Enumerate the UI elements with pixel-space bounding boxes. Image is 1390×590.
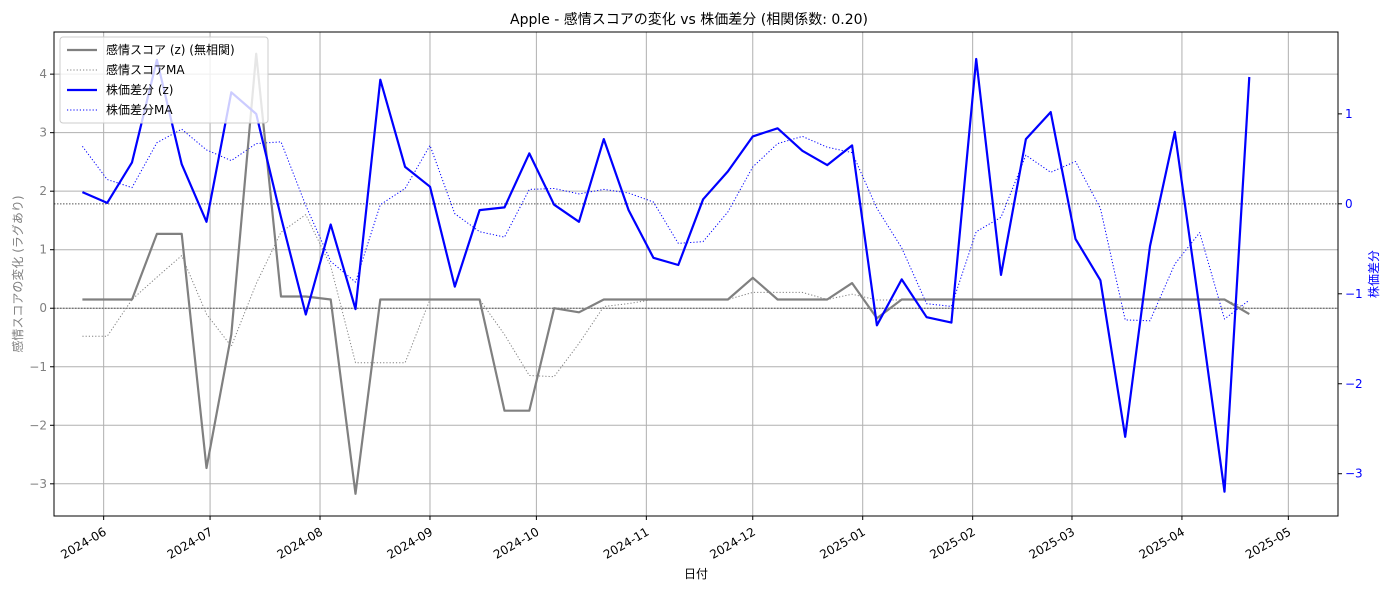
legend-label: 株価差分 (z) xyxy=(106,82,173,97)
grid xyxy=(54,32,1338,516)
left-axis-title: 感情スコアの変化 (ラグあり) xyxy=(10,195,25,352)
right-tick-label: −3 xyxy=(1345,467,1363,481)
left-tick-label: 3 xyxy=(39,126,47,140)
right-tick-label: −2 xyxy=(1345,377,1363,391)
left-tick-label: 0 xyxy=(39,301,47,315)
x-axis-title: 日付 xyxy=(684,567,708,581)
plot-frame xyxy=(53,31,1339,517)
left-tick-label: −1 xyxy=(29,360,47,374)
reference-lines xyxy=(54,203,1338,309)
left-tick-label: −3 xyxy=(29,477,47,491)
right-tick-label: 0 xyxy=(1345,197,1353,211)
right-axis-title: 株価差分 xyxy=(1366,250,1381,298)
series-line xyxy=(81,128,1250,322)
legend-label: 感情スコア (z) (無相関) xyxy=(106,42,235,57)
legend-label: 株価差分MA xyxy=(106,102,173,117)
series-layer xyxy=(81,52,1251,495)
left-tick-label: −2 xyxy=(29,418,47,432)
series-line xyxy=(82,52,1250,495)
left-y-axis: −3 −2 −1 0 1 2 3 4 xyxy=(29,67,54,491)
left-tick-label: 4 xyxy=(39,67,47,81)
legend-label: 感情スコアMA xyxy=(106,62,185,77)
right-tick-label: 1 xyxy=(1345,107,1353,121)
right-y-axis: −3 −2 −1 0 1 xyxy=(1338,107,1363,481)
series-line xyxy=(81,57,1251,493)
legend: 感情スコア (z) (無相関) 感情スコアMA 株価差分 (z) 株価差分MA xyxy=(59,36,269,124)
chart-title: Apple - 感情スコアの変化 vs 株価差分 (相関係数: 0.20) xyxy=(510,11,868,28)
left-tick-label: 1 xyxy=(39,243,47,257)
right-tick-label: −1 xyxy=(1345,287,1363,301)
left-tick-label: 2 xyxy=(39,184,47,198)
legend-box xyxy=(59,36,269,124)
